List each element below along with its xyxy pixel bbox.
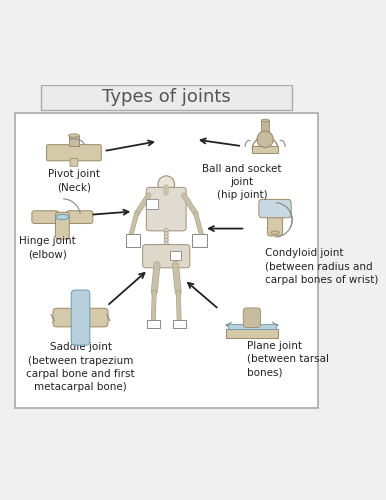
FancyBboxPatch shape bbox=[192, 234, 207, 247]
Circle shape bbox=[158, 176, 174, 192]
FancyBboxPatch shape bbox=[32, 211, 59, 224]
FancyBboxPatch shape bbox=[146, 188, 186, 231]
Bar bbox=[69, 136, 79, 146]
Circle shape bbox=[164, 258, 168, 262]
FancyBboxPatch shape bbox=[243, 308, 261, 328]
Ellipse shape bbox=[271, 231, 279, 234]
Text: Plane joint
(between tarsal
bones): Plane joint (between tarsal bones) bbox=[247, 340, 329, 377]
Circle shape bbox=[164, 251, 168, 255]
Ellipse shape bbox=[69, 134, 79, 137]
Text: Types of joints: Types of joints bbox=[102, 88, 230, 106]
Circle shape bbox=[164, 248, 168, 252]
FancyBboxPatch shape bbox=[126, 234, 140, 247]
FancyBboxPatch shape bbox=[56, 212, 69, 239]
Text: Ball and socket
joint
(hip joint): Ball and socket joint (hip joint) bbox=[202, 164, 282, 200]
FancyBboxPatch shape bbox=[146, 200, 157, 208]
Ellipse shape bbox=[56, 214, 69, 220]
Text: Pivot joint
(Neck): Pivot joint (Neck) bbox=[48, 169, 100, 192]
FancyBboxPatch shape bbox=[147, 320, 160, 328]
Circle shape bbox=[164, 228, 168, 232]
FancyBboxPatch shape bbox=[252, 146, 278, 153]
FancyBboxPatch shape bbox=[229, 324, 276, 330]
FancyBboxPatch shape bbox=[267, 212, 283, 236]
FancyBboxPatch shape bbox=[259, 200, 291, 218]
Circle shape bbox=[257, 131, 273, 148]
FancyBboxPatch shape bbox=[47, 144, 101, 161]
FancyBboxPatch shape bbox=[66, 211, 93, 224]
FancyBboxPatch shape bbox=[142, 244, 190, 268]
FancyBboxPatch shape bbox=[226, 330, 278, 338]
Circle shape bbox=[164, 238, 168, 242]
Text: Hinge joint
(elbow): Hinge joint (elbow) bbox=[19, 236, 76, 260]
FancyBboxPatch shape bbox=[41, 85, 291, 110]
Text: Saddle joint
(between trapezium
carpal bone and first
metacarpal bone): Saddle joint (between trapezium carpal b… bbox=[26, 342, 135, 392]
FancyBboxPatch shape bbox=[170, 251, 181, 260]
Circle shape bbox=[164, 232, 168, 235]
Circle shape bbox=[164, 241, 168, 246]
FancyBboxPatch shape bbox=[71, 290, 90, 345]
FancyBboxPatch shape bbox=[261, 120, 269, 131]
Circle shape bbox=[164, 235, 168, 239]
Circle shape bbox=[164, 254, 168, 258]
Circle shape bbox=[164, 244, 168, 248]
FancyBboxPatch shape bbox=[173, 320, 186, 328]
Ellipse shape bbox=[261, 119, 269, 122]
FancyBboxPatch shape bbox=[53, 308, 108, 327]
FancyBboxPatch shape bbox=[70, 158, 78, 166]
Text: Condyloid joint
(between radius and
carpal bones of wrist): Condyloid joint (between radius and carp… bbox=[265, 248, 379, 285]
FancyBboxPatch shape bbox=[15, 113, 318, 408]
